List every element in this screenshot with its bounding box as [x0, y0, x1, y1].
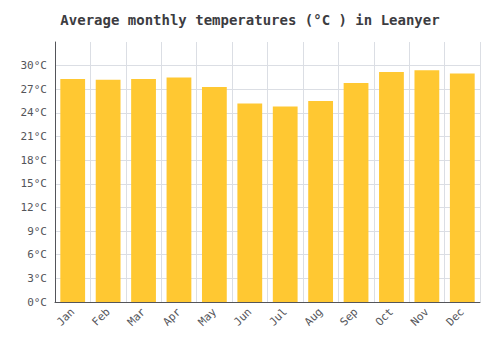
svg-text:27°C: 27°C — [21, 83, 48, 96]
svg-text:Mar: Mar — [125, 305, 148, 328]
svg-text:Jun: Jun — [231, 305, 254, 328]
svg-text:6°C: 6°C — [27, 248, 47, 261]
svg-text:May: May — [196, 305, 219, 328]
svg-text:Jan: Jan — [54, 305, 77, 328]
svg-text:Jul: Jul — [267, 305, 290, 328]
svg-text:Nov: Nov — [408, 305, 431, 328]
svg-text:Feb: Feb — [89, 305, 112, 328]
svg-text:Oct: Oct — [373, 305, 396, 328]
svg-text:18°C: 18°C — [21, 154, 48, 167]
svg-text:Dec: Dec — [444, 305, 467, 328]
svg-text:30°C: 30°C — [21, 59, 48, 72]
svg-text:24°C: 24°C — [21, 106, 48, 119]
svg-text:15°C: 15°C — [21, 177, 48, 190]
svg-text:Average monthly temperatures (: Average monthly temperatures (°C ) in Le… — [60, 12, 439, 28]
svg-text:Sep: Sep — [337, 305, 360, 328]
svg-text:9°C: 9°C — [27, 225, 47, 238]
svg-text:Apr: Apr — [160, 305, 183, 328]
svg-text:3°C: 3°C — [27, 272, 47, 285]
svg-text:0°C: 0°C — [27, 296, 47, 309]
svg-text:Aug: Aug — [302, 305, 325, 328]
svg-text:12°C: 12°C — [21, 201, 48, 214]
svg-text:21°C: 21°C — [21, 130, 48, 143]
